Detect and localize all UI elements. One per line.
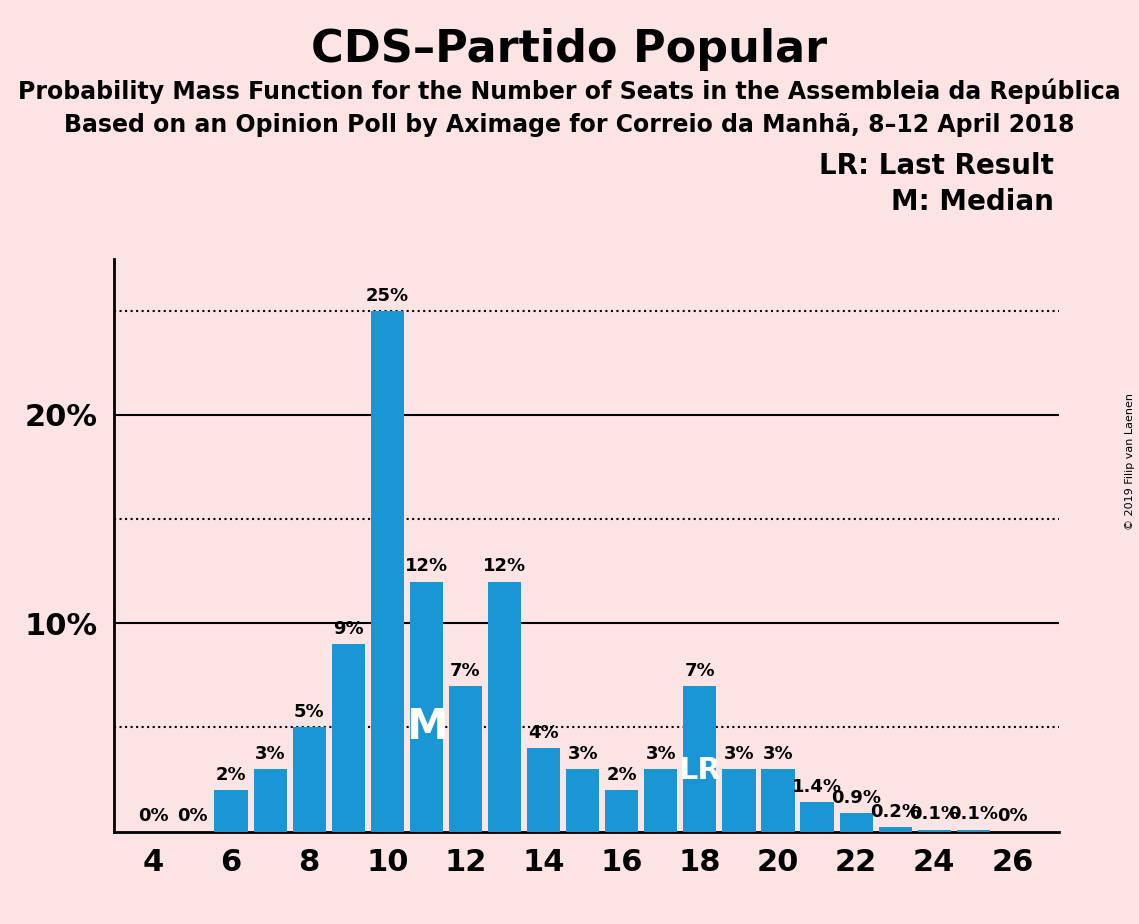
Text: 12%: 12%: [404, 557, 448, 576]
Bar: [410, 581, 443, 832]
Text: 3%: 3%: [763, 745, 794, 763]
Bar: [683, 686, 716, 832]
Text: 5%: 5%: [294, 703, 325, 722]
Bar: [918, 830, 951, 832]
Text: LR: LR: [679, 756, 721, 784]
Bar: [957, 830, 990, 832]
Text: 2%: 2%: [215, 766, 246, 784]
Text: Probability Mass Function for the Number of Seats in the Assembleia da República: Probability Mass Function for the Number…: [18, 79, 1121, 104]
Text: 7%: 7%: [685, 662, 715, 679]
Bar: [839, 813, 872, 832]
Bar: [645, 769, 678, 832]
Bar: [722, 769, 755, 832]
Text: 4%: 4%: [528, 724, 559, 742]
Text: 0%: 0%: [138, 808, 169, 825]
Text: 0.9%: 0.9%: [831, 788, 882, 807]
Text: 25%: 25%: [366, 286, 409, 305]
Text: 0.1%: 0.1%: [949, 806, 998, 823]
Bar: [487, 581, 522, 832]
Text: 0%: 0%: [997, 808, 1027, 825]
Text: Based on an Opinion Poll by Aximage for Correio da Manhã, 8–12 April 2018: Based on an Opinion Poll by Aximage for …: [64, 113, 1075, 137]
Text: 3%: 3%: [723, 745, 754, 763]
Bar: [566, 769, 599, 832]
Text: 3%: 3%: [567, 745, 598, 763]
Text: M: Median: M: Median: [891, 188, 1054, 215]
Text: 12%: 12%: [483, 557, 526, 576]
Bar: [527, 748, 560, 832]
Text: 2%: 2%: [606, 766, 637, 784]
Text: CDS–Partido Popular: CDS–Partido Popular: [311, 28, 828, 71]
Text: 3%: 3%: [646, 745, 677, 763]
Text: LR: Last Result: LR: Last Result: [819, 152, 1054, 180]
Text: 0.1%: 0.1%: [909, 806, 959, 823]
Text: © 2019 Filip van Laenen: © 2019 Filip van Laenen: [1125, 394, 1134, 530]
Bar: [331, 644, 364, 832]
Text: 0.2%: 0.2%: [870, 803, 920, 821]
Text: 0%: 0%: [177, 808, 207, 825]
Bar: [878, 827, 912, 832]
Bar: [449, 686, 482, 832]
Bar: [605, 790, 638, 832]
Bar: [371, 310, 404, 832]
Text: 1.4%: 1.4%: [792, 778, 842, 796]
Bar: [214, 790, 247, 832]
Bar: [293, 727, 326, 832]
Text: M: M: [405, 706, 448, 748]
Text: 3%: 3%: [255, 745, 286, 763]
Bar: [254, 769, 287, 832]
Text: 7%: 7%: [450, 662, 481, 679]
Bar: [801, 802, 834, 832]
Bar: [761, 769, 795, 832]
Text: 9%: 9%: [333, 620, 363, 638]
